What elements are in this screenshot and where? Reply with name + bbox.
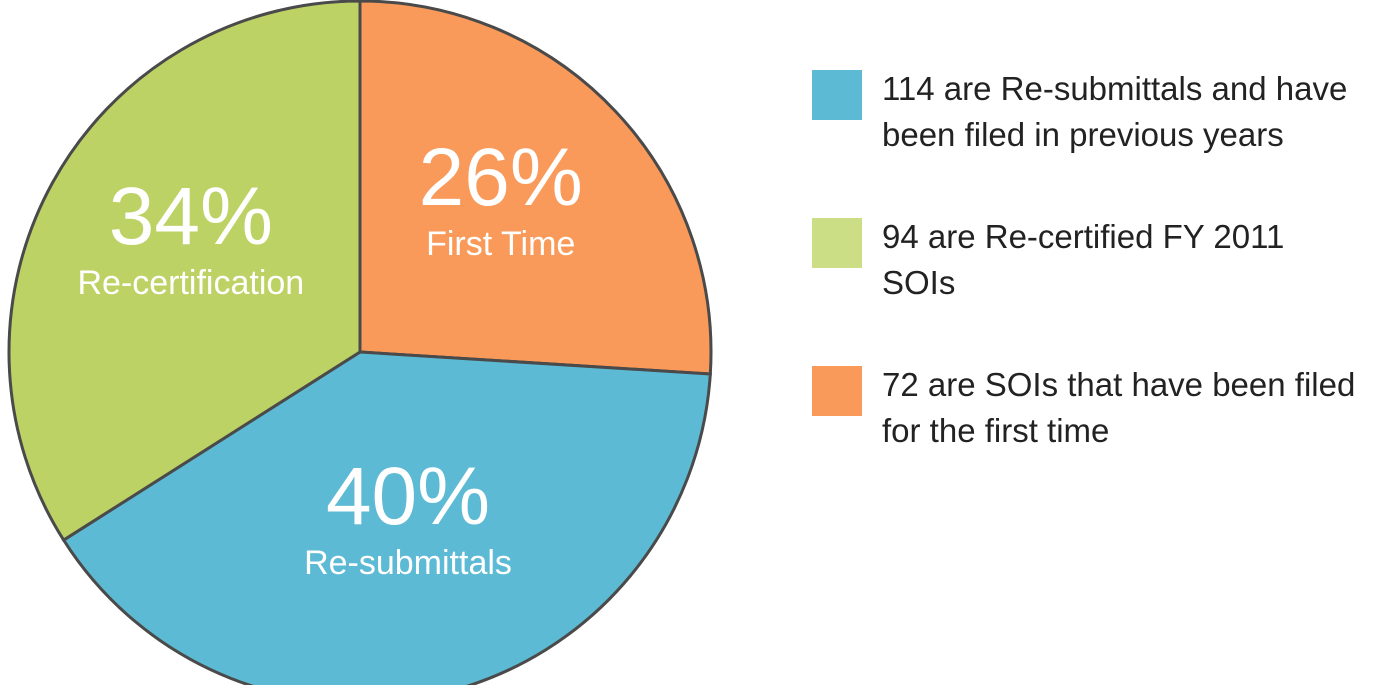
pie-slice [7, 0, 362, 543]
legend-swatch [812, 366, 862, 416]
legend-text: 114 are Re-submittals and have been file… [882, 70, 1348, 153]
legend-item: 72 are SOIs that have been filed for the… [812, 362, 1372, 454]
legend-text: 94 are Re-certified FY 2011 SOIs [882, 218, 1285, 301]
legend-item: 94 are Re-certified FY 2011 SOIs [812, 214, 1372, 306]
legend-swatch [812, 70, 862, 120]
pie-slice [358, 0, 713, 376]
pie-slice [61, 350, 712, 685]
legend-swatch [812, 218, 862, 268]
slice-category-label: Re-submittals [304, 544, 512, 582]
legend-text: 72 are SOIs that have been filed for the… [882, 366, 1356, 449]
slice-value-label: 26% [419, 132, 583, 223]
slice-value-label: 40% [326, 451, 490, 542]
legend: 114 are Re-submittals and have been file… [812, 66, 1372, 454]
slice-category-label: First Time [426, 225, 575, 263]
slice-category-label: Re-certification [77, 264, 304, 302]
legend-item: 114 are Re-submittals and have been file… [812, 66, 1372, 158]
slice-value-label: 34% [109, 171, 273, 262]
